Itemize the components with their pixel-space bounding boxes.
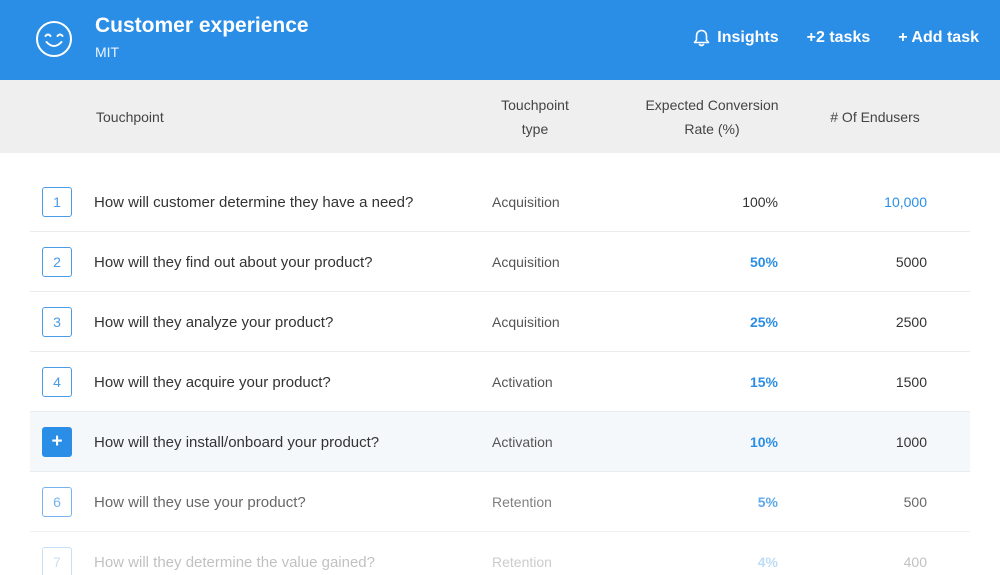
tasks-label: +2 tasks xyxy=(806,29,871,46)
table-row[interactable]: 2 How will they find out about your prod… xyxy=(30,232,970,292)
table-header: Touchpoint Touchpoint type Expected Conve… xyxy=(0,80,1000,153)
row-rate-link[interactable]: 5% xyxy=(757,494,778,510)
row-type: Acquisition xyxy=(492,254,560,270)
add-task-button[interactable]: + Add task xyxy=(898,29,979,47)
column-header-type-line2: type xyxy=(521,120,549,137)
column-header-touchpoint: Touchpoint xyxy=(96,108,164,125)
column-header-endusers: # Of Endusers xyxy=(830,108,920,125)
row-endusers: 2500 xyxy=(895,314,927,330)
row-type: Activation xyxy=(492,434,553,450)
row-type: Retention xyxy=(492,554,552,570)
column-header-rate: Expected Conversion Rate (%) xyxy=(632,80,792,153)
row-question: How will they install/onboard your produ… xyxy=(94,433,380,451)
row-endusers: 500 xyxy=(903,494,927,510)
row-number-badge[interactable]: 7 xyxy=(42,547,72,575)
row-endusers-link[interactable]: 10,000 xyxy=(884,194,927,210)
row-question: How will they use your product? xyxy=(94,493,306,511)
header-actions: Insights +2 tasks + Add task xyxy=(693,26,979,50)
bell-icon xyxy=(693,29,710,47)
row-number-badge[interactable]: 6 xyxy=(42,487,72,517)
row-number-badge[interactable]: 1 xyxy=(42,187,72,217)
row-number-badge[interactable]: 3 xyxy=(42,307,72,337)
row-rate: 100% xyxy=(742,194,778,210)
row-rate-link[interactable]: 4% xyxy=(757,554,778,570)
row-rate-link[interactable]: 15% xyxy=(749,374,778,390)
table-row[interactable]: 3 How will they analyze your product? Ac… xyxy=(30,292,970,352)
row-rate-link[interactable]: 50% xyxy=(749,254,778,270)
insights-button[interactable]: Insights xyxy=(693,29,779,47)
insights-label: Insights xyxy=(717,29,779,46)
row-question: How will they analyze your product? xyxy=(94,313,334,331)
page-subtitle: MIT xyxy=(95,44,120,60)
row-endusers: 1500 xyxy=(895,374,927,390)
row-rate-link[interactable]: 25% xyxy=(749,314,778,330)
table-row[interactable]: 6 How will they use your product? Retent… xyxy=(30,472,970,532)
top-bar: Customer experience MIT Insights +2 task… xyxy=(0,0,1000,80)
row-question: How will they acquire your product? xyxy=(94,373,331,391)
table-row[interactable]: 4 How will they acquire your product? Ac… xyxy=(30,352,970,412)
column-header-rate-line1: Expected Conversion xyxy=(645,96,779,113)
row-rate-link[interactable]: 10% xyxy=(749,434,778,450)
row-question: How will customer determine they have a … xyxy=(94,193,414,211)
row-number-badge[interactable]: 2 xyxy=(42,247,72,277)
column-header-type: Touchpoint type xyxy=(480,80,590,153)
row-number-badge[interactable]: 4 xyxy=(42,367,72,397)
page-title: Customer experience xyxy=(95,14,309,37)
table-row-hovered[interactable]: + How will they install/onboard your pro… xyxy=(30,412,970,472)
row-type: Acquisition xyxy=(492,194,560,210)
row-endusers: 5000 xyxy=(895,254,927,270)
touchpoint-list: 1 How will customer determine they have … xyxy=(30,172,970,575)
tasks-button[interactable]: +2 tasks xyxy=(807,29,871,47)
add-touchpoint-button[interactable]: + xyxy=(42,427,72,457)
row-type: Retention xyxy=(492,494,552,510)
row-question: How will they find out about your produc… xyxy=(94,253,373,271)
table-row[interactable]: 7 How will they determine the value gain… xyxy=(30,532,970,575)
column-header-type-line1: Touchpoint xyxy=(501,96,569,113)
add-task-label: + Add task xyxy=(898,29,979,46)
row-endusers: 1000 xyxy=(895,434,927,450)
column-header-rate-line2: Rate (%) xyxy=(684,120,740,137)
row-type: Activation xyxy=(492,374,553,390)
row-question: How will they determine the value gained… xyxy=(94,553,375,571)
row-type: Acquisition xyxy=(492,314,560,330)
row-endusers: 400 xyxy=(903,554,927,570)
smiley-icon xyxy=(36,21,72,57)
table-row[interactable]: 1 How will customer determine they have … xyxy=(30,172,970,232)
